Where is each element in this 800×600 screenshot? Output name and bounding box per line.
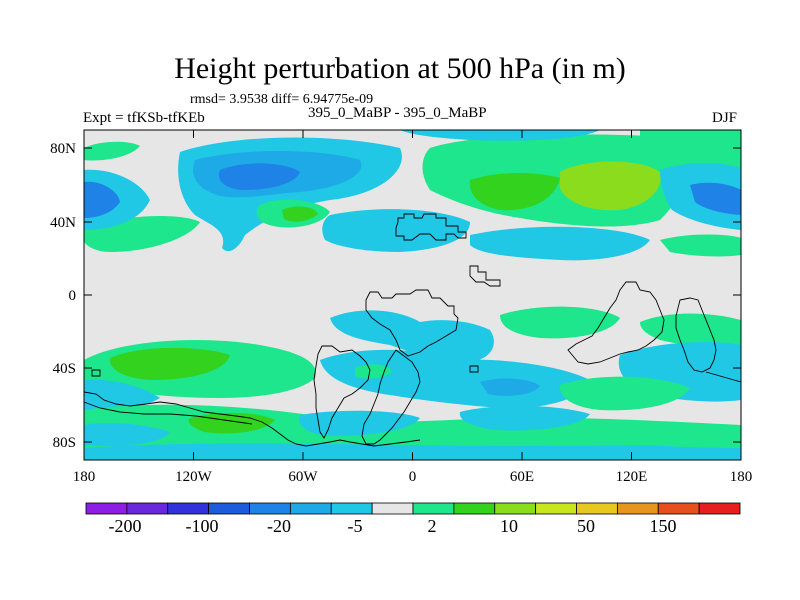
colorbar-swatch [330, 502, 373, 515]
contour-lightgreen-south-west [109, 347, 230, 380]
contour-blue-south-west-edge [84, 379, 160, 411]
contour-blue-southern-ocean-mid [298, 410, 420, 436]
lon-tick-label: 120W [175, 469, 213, 485]
contour-green-top-left [84, 141, 140, 161]
colorbar-label: -20 [267, 516, 291, 536]
lat-axis: 80N 40N 0 40S 80S [50, 141, 76, 451]
lat-tick-label: 0 [69, 288, 77, 304]
lon-axis: 180 120W 60W 0 60E 120E 180 [73, 469, 753, 485]
colorbar-label: 50 [577, 516, 595, 536]
season-label: DJF [712, 110, 738, 126]
contour-darkblue-southern-central [480, 378, 540, 396]
colorbar-swatch [167, 502, 210, 515]
experiment-label: Expt = tfKSb-tfKEb [83, 110, 205, 126]
contour-blue-core-north-pacific [218, 163, 300, 190]
contour-lightgreen-north-atlantic [282, 206, 318, 222]
colorbar-swatch [453, 502, 496, 515]
contour-green-arctic-right [640, 130, 741, 150]
lon-tick-label: 180 [73, 469, 96, 485]
lat-tick-label: 40S [53, 361, 76, 377]
colorbar-swatch [576, 502, 618, 515]
coastlines [84, 213, 741, 447]
contour-green-tropical-east [640, 313, 741, 350]
contour-blue-core-west-edge [84, 181, 120, 218]
stats-label: rmsd= 3.9538 diff= 6.94775e-09 [190, 92, 374, 107]
axis-ticks [83, 130, 742, 460]
contour-blue-tropical-africa [470, 226, 650, 261]
colorbar-label: 10 [500, 516, 518, 536]
plot-title: Height perturbation at 500 hPa (in m) [174, 52, 626, 85]
runs-label: 395_0_MaBP - 395_0_MaBP [308, 105, 487, 121]
contour-blue-antarctic [84, 443, 741, 460]
colorbar [85, 502, 741, 515]
colorbar-swatch [494, 502, 537, 515]
contour-blue-arctic-mid [400, 130, 600, 141]
contour-blue-southern-ocean-west [84, 422, 170, 447]
colorbar-swatch [208, 502, 250, 515]
colorbar-label: 150 [650, 516, 677, 536]
contour-green-south-east [559, 376, 690, 411]
contour-green-antarctic-east [600, 426, 741, 448]
lat-tick-label: 40N [50, 215, 76, 231]
lon-tick-label: 60E [510, 469, 534, 485]
lat-tick-label: 80N [50, 141, 76, 157]
colorbar-swatch [616, 502, 659, 515]
lon-tick-label: 180 [730, 469, 753, 485]
contour-green-south-atlantic [500, 306, 620, 339]
colorbar-label: -200 [109, 516, 142, 536]
contour-field [84, 130, 741, 460]
lon-tick-label: 120E [616, 469, 648, 485]
colorbar-swatch [249, 502, 291, 515]
colorbar-label: -100 [186, 516, 219, 536]
contour-lightgreen-siberia [560, 161, 661, 211]
contour-blue-southern-ocean-east [459, 405, 590, 431]
colorbar-swatch [698, 502, 741, 515]
contour-blue-core-east-edge [690, 182, 741, 215]
colorbar-swatch [535, 502, 577, 515]
colorbar-label: -5 [348, 516, 363, 536]
colorbar-swatch [371, 502, 414, 515]
contour-green-siberia [469, 173, 560, 211]
colorbar-label: 2 [428, 516, 437, 536]
lat-tick-label: 80S [53, 435, 76, 451]
colorbar-swatch [85, 502, 128, 515]
colorbar-swatch [126, 502, 169, 515]
contour-blue-south-atlantic [330, 310, 494, 362]
colorbar-swatch [412, 502, 455, 515]
lon-tick-label: 0 [409, 469, 417, 485]
colorbar-swatch [289, 502, 332, 515]
lon-tick-label: 60W [288, 469, 318, 485]
colorbar-swatch [657, 502, 700, 515]
contour-green-east-mid [660, 234, 741, 257]
colorbar-labels: -200 -100 -20 -5 2 10 50 150 [109, 516, 677, 536]
